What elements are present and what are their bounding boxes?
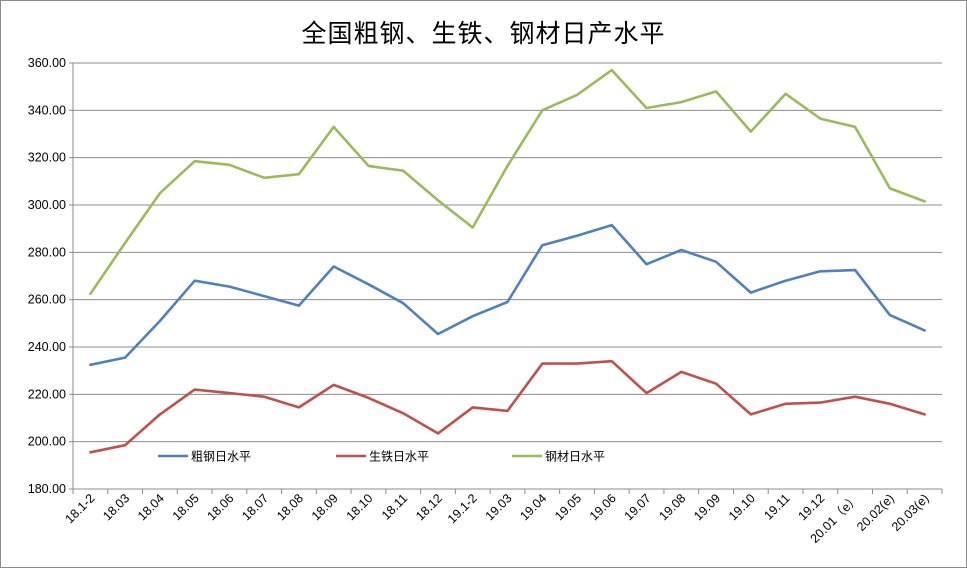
x-tick-label: 19.12 [795,491,827,523]
y-tick-label: 200.00 [28,435,66,449]
chart-title: 全国粗钢、生铁、钢材日产水平 [301,19,666,48]
legend-label: 生铁日水平 [369,450,429,464]
gridlines [73,62,942,443]
x-tick-label: 18.08 [274,491,306,523]
x-axis-ticks: 18.1-2 18.03 18.04 18.05 18.06 18.07 18.08 18.0… [63,491,932,546]
y-tick-label: 360.00 [28,56,66,70]
legend-label: 粗钢日水平 [191,450,251,464]
y-axis-ticks: 180.00 200.00 220.00 240.00 260.00 280.00 300.… [28,56,66,496]
y-tick-label: 340.00 [28,103,66,117]
x-tick-label: 18.04 [135,491,167,523]
x-tick-label: 19.10 [726,491,758,523]
x-tick-label: 18.1-2 [63,491,98,526]
y-tick-label: 180.00 [28,482,66,496]
x-tick-label: 19.07 [622,491,654,523]
x-tick-label: 19.08 [656,491,688,523]
y-tick-label: 240.00 [28,340,66,354]
legend-label: 钢材日水平 [545,450,605,464]
x-tick-label: 18.10 [344,491,376,523]
x-tick-label: 18.05 [170,491,202,523]
x-tick-label: 18.11 [379,491,410,522]
x-tick-label: 18.03 [100,491,132,523]
y-tick-label: 220.00 [28,387,66,401]
x-tick-label: 19.11 [761,491,792,522]
x-tick-label: 18.06 [205,491,237,523]
x-tick-label: 19.03 [483,491,515,523]
series-line-2 [89,359,926,454]
x-tick-label: 19.09 [691,491,723,523]
x-tick-label: 19.05 [552,491,584,523]
legend: 粗钢日水平 生铁日水平 钢材日水平 [158,450,605,464]
series-line-3 [89,68,926,296]
x-tick-label: 19.06 [587,491,619,523]
y-tick-label: 300.00 [28,198,66,212]
x-tick-label: 18.12 [413,491,445,523]
x-tick-label: 20.02(e) [854,491,897,534]
y-tick-label: 320.00 [28,151,66,165]
series-lines [89,68,926,454]
x-tick-label: 19.1-2 [445,491,480,526]
x-tick-label: 18.09 [309,491,341,523]
x-tick-label: 19.04 [517,491,549,523]
series-line-1 [89,223,926,367]
x-tick-label: 18.07 [239,491,271,523]
y-tick-label: 280.00 [28,245,66,259]
y-tick-label: 260.00 [28,293,66,307]
x-tick-label: 20.03(e) [889,491,932,534]
axes [69,62,943,494]
